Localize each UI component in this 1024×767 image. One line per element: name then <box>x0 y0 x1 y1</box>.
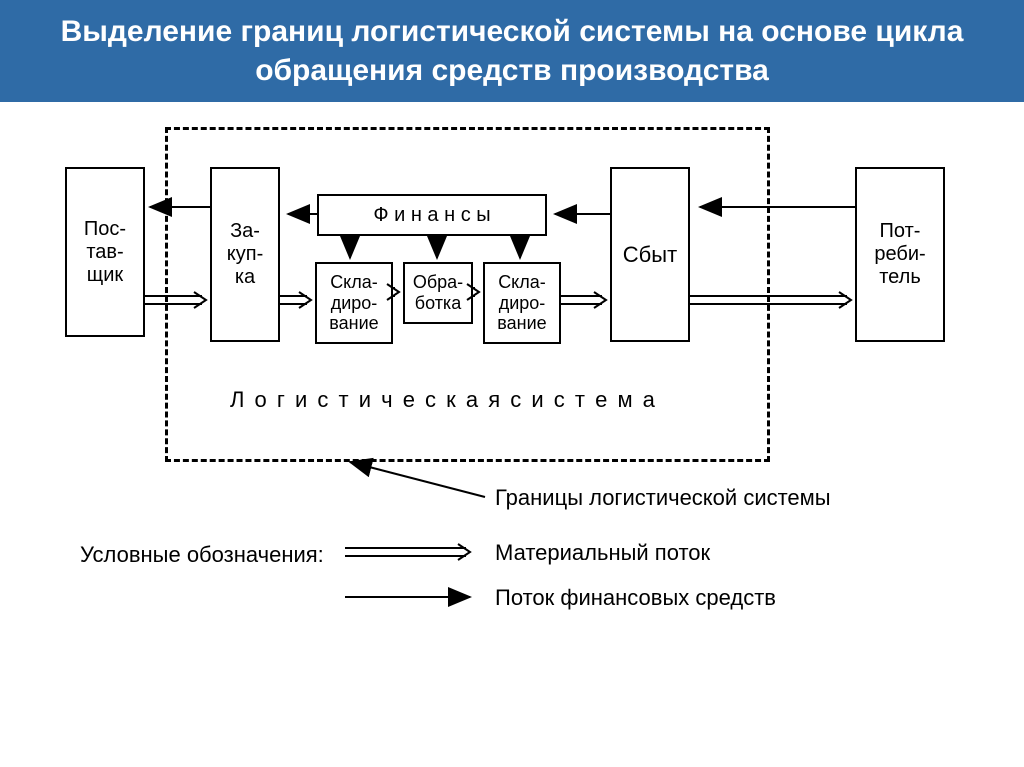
legend-title: Условные обозначения: <box>80 542 324 568</box>
node-warehouse2: Скла- диро- вание <box>483 262 561 344</box>
slide-title: Выделение границ логистической системы н… <box>0 0 1024 102</box>
legend-material-label: Материальный поток <box>495 540 710 566</box>
diagram-canvas: Пос- тав- щик За- куп- ка Ф и н а н с ы Скл… <box>0 102 1024 722</box>
node-processing: Обра- ботка <box>403 262 473 324</box>
boundary-pointer-label: Границы логистической системы <box>495 485 831 511</box>
logistics-system-label: Л о г и с т и ч е с к а я с и с т е м а <box>230 387 657 413</box>
legend-financial-label: Поток финансовых средств <box>495 585 776 611</box>
node-consumer: Пот- реби- тель <box>855 167 945 342</box>
node-sales: Сбыт <box>610 167 690 342</box>
node-finance: Ф и н а н с ы <box>317 194 547 236</box>
node-supplier: Пос- тав- щик <box>65 167 145 337</box>
node-purchase: За- куп- ка <box>210 167 280 342</box>
node-warehouse1: Скла- диро- вание <box>315 262 393 344</box>
